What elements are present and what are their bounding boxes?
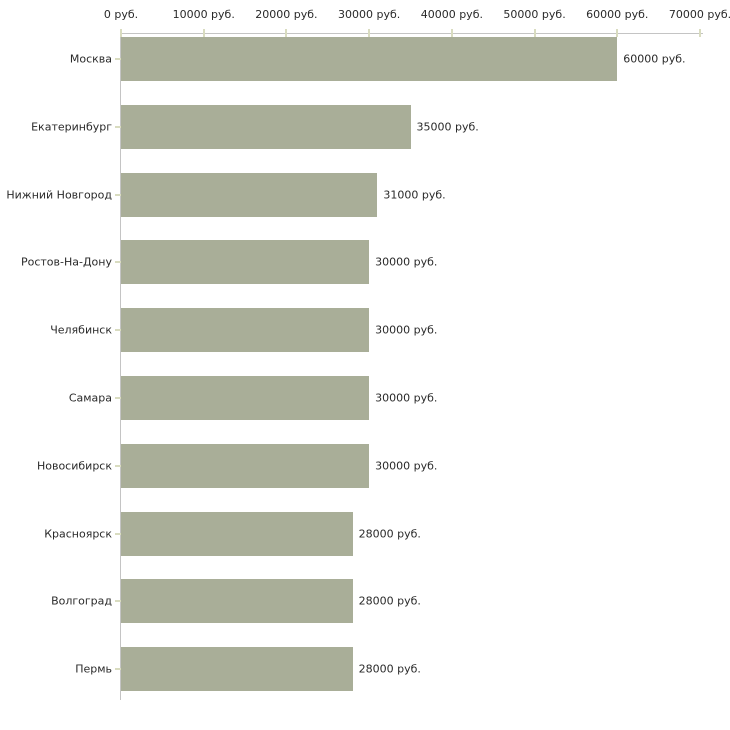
x-axis-tick [368,29,371,37]
x-axis-label: 70000 руб. [668,8,730,21]
value-label: 28000 руб. [358,527,421,541]
bar [121,376,370,420]
x-axis-tick [616,29,619,37]
x-axis-label: 40000 руб. [420,8,483,21]
category-tick [115,329,121,332]
category-label: Нижний Новгород [6,188,112,202]
category-label: Екатеринбург [31,120,112,134]
category-tick [115,125,121,128]
x-axis-label: 60000 руб. [586,8,649,21]
value-label: 28000 руб. [358,662,421,676]
value-label: 30000 руб. [375,255,438,269]
value-label: 35000 руб. [416,120,479,134]
category-tick [115,58,121,60]
x-axis-label: 0 руб. [103,8,139,21]
category-label: Ростов-На-Дону [20,255,112,269]
x-axis-tick [450,29,453,37]
bar [121,37,618,81]
x-axis-tick [120,29,122,37]
bar [121,647,353,692]
x-axis-tick [533,29,536,37]
x-axis-label: 10000 руб. [172,8,235,21]
value-label: 60000 руб. [623,52,686,66]
category-tick [115,532,121,535]
category-label: Новосибирск [36,459,112,473]
bar [121,104,411,149]
category-tick [115,397,121,399]
x-axis-tick [699,29,701,37]
category-tick [115,668,121,671]
x-axis-tick [202,29,205,37]
category-tick [115,193,121,196]
category-label: Самара [68,391,112,405]
category-label: Челябинск [50,323,112,337]
bar [121,240,370,285]
bar [121,443,370,488]
category-label: Волгоград [51,594,112,608]
x-axis-label: 20000 руб. [255,8,318,21]
value-label: 30000 руб. [375,323,438,337]
x-axis-tick [285,29,288,37]
category-tick [115,600,121,603]
x-axis-label: 30000 руб. [338,8,401,21]
category-label: Красноярск [44,527,112,541]
x-axis-label: 50000 руб. [503,8,566,21]
category-label: Пермь [75,662,112,676]
value-label: 30000 руб. [375,459,438,473]
bar [121,511,353,556]
bar [121,172,378,217]
value-label: 31000 руб. [383,188,446,202]
bar [121,579,353,624]
category-tick [115,464,121,467]
category-label: Москва [69,52,112,66]
y-axis-line [120,33,121,700]
category-tick [115,261,121,264]
x-axis-line [121,33,703,34]
bar [121,308,370,353]
value-label: 28000 руб. [358,594,421,608]
value-label: 30000 руб. [375,391,438,405]
